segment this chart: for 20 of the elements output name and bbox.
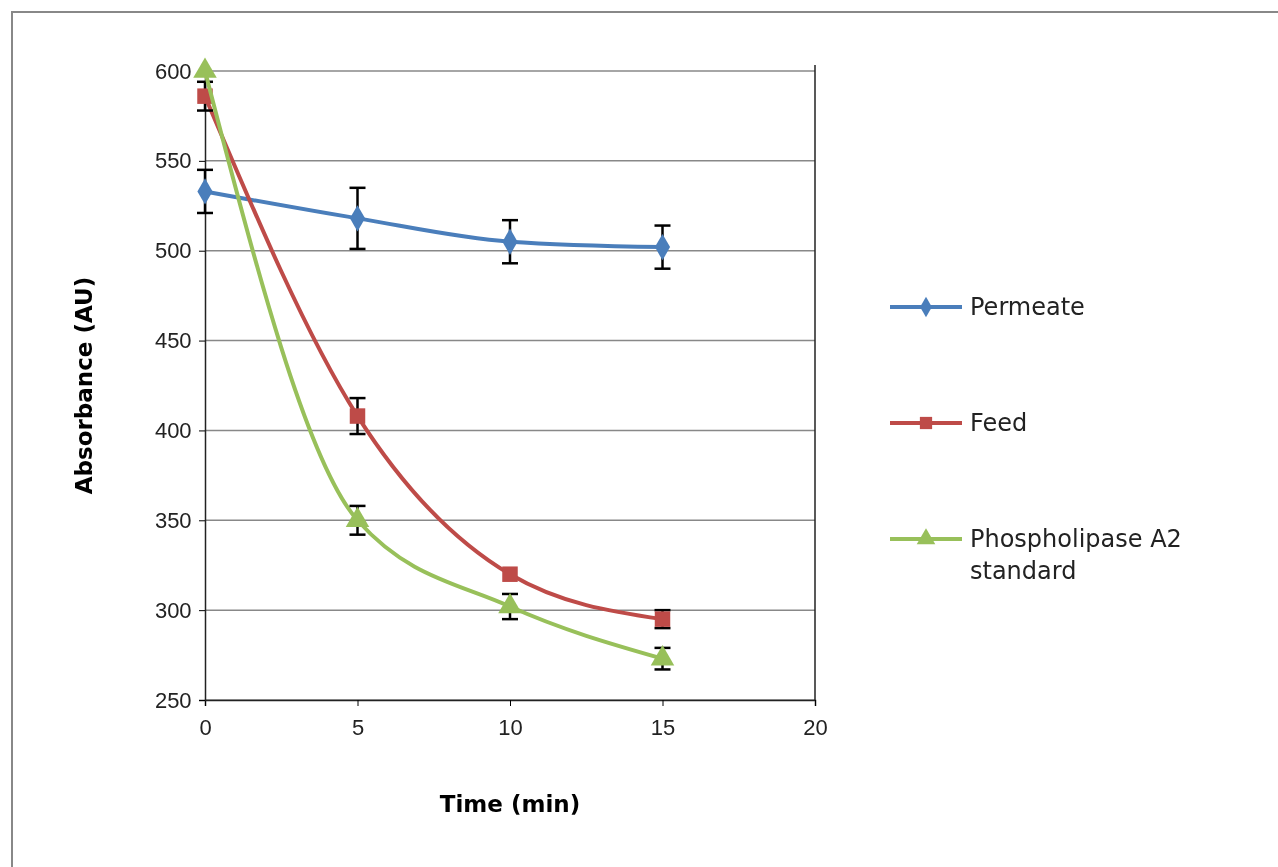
y-tick-label: 300 (154, 597, 192, 623)
y-tick-label: 600 (154, 58, 192, 84)
x-tick-label: 15 (650, 715, 676, 741)
point (349, 408, 366, 424)
y-tick-label: 400 (154, 417, 192, 443)
x-tick-label: 10 (498, 715, 523, 741)
y-axis-title: Absorbance (AU) (71, 276, 97, 495)
legend-label: Phospholipase A2 standard (970, 525, 1182, 585)
point (502, 566, 518, 582)
legend-label: Permeate (970, 293, 1085, 321)
x-tick-label: 20 (803, 715, 828, 741)
x-tick-label: 5 (351, 715, 365, 741)
y-tick-label: 450 (154, 328, 192, 354)
x-axis-title: Time (min) (439, 791, 581, 817)
y-tick-label: 350 (154, 507, 192, 533)
y-tick-label: 500 (154, 238, 192, 264)
y-tick-label: 550 (154, 148, 192, 174)
legend-label: Feed (970, 409, 1028, 437)
y-tick-label: 250 (154, 687, 192, 713)
x-tick-label: 0 (199, 715, 212, 741)
